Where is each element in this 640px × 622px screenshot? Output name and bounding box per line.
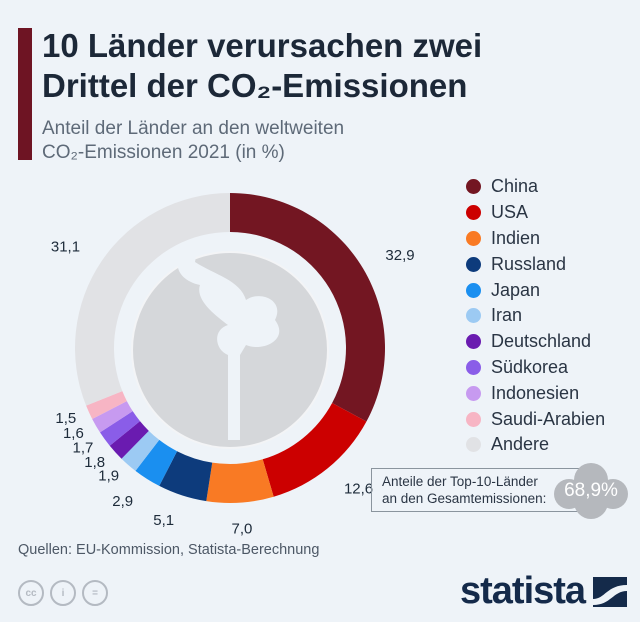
top10-note: Anteile der Top-10-Länder an den Gesamte… (371, 468, 581, 512)
legend-swatch (466, 334, 481, 350)
data-label-andere: 31,1 (51, 239, 80, 256)
data-label-saudi-arabien: 1,5 (55, 410, 76, 427)
slice-indien (206, 459, 274, 503)
legend-item: Saudi-Arabien (466, 406, 605, 432)
donut-chart: 32,9 12,6 7,0 5,1 2,9 1,91,81,71,61,5 31,1 (51, 193, 415, 538)
cloud-icon (554, 463, 628, 519)
license-icons: cc i = (18, 580, 108, 606)
accent-bar (18, 28, 32, 160)
legend-label: USA (491, 202, 529, 223)
title-line-1: 10 Länder verursachen zwei (42, 27, 483, 64)
logo-text: statista (460, 570, 586, 612)
no-derivatives-icon[interactable]: = (82, 580, 108, 606)
subtitle-line-2: CO₂-Emissionen 2021 (in %) (42, 142, 285, 163)
note-line-1: Anteile der Top-10-Länder (382, 474, 538, 489)
legend-item: Iran (466, 303, 605, 329)
legend-swatch (466, 385, 481, 401)
legend-item: Deutschland (466, 329, 605, 355)
slice-saudi-arabien (86, 391, 127, 419)
cloud-badge: 68,9% (553, 462, 629, 520)
subtitle: Anteil der Länder an den weltweiten CO₂-… (42, 117, 344, 165)
legend-label: Japan (491, 279, 541, 300)
legend-item: Indonesien (466, 380, 605, 406)
legend-swatch (466, 179, 481, 195)
slice-indonesien (92, 401, 133, 433)
legend-item: Russland (466, 251, 605, 277)
legend-swatch (466, 256, 481, 272)
slice-japan (135, 439, 178, 486)
data-label-china: 32,9 (385, 247, 414, 264)
legend-swatch (466, 205, 481, 221)
data-label-indonesien: 1,6 (63, 425, 84, 442)
legend-swatch (466, 282, 481, 298)
legend-swatch (466, 437, 481, 453)
statista-logo[interactable]: statista (460, 570, 628, 613)
legend-swatch (466, 308, 481, 324)
slice-russland (159, 451, 213, 502)
data-label-indien: 7,0 (231, 521, 252, 538)
note-line-2: an den Gesamtemissionen: (382, 491, 547, 506)
data-label-iran: 1,9 (98, 468, 119, 485)
page-title: 10 Länder verursachen zwei Drittel der C… (42, 26, 622, 106)
slice-iran (121, 430, 160, 471)
data-label-deutschland: 1,8 (84, 454, 105, 471)
top10-value: 68,9% (564, 480, 618, 501)
slice-südkorea (100, 411, 140, 446)
legend-label: Deutschland (491, 331, 592, 352)
slice-andere (74, 193, 230, 406)
title-line-2: Drittel der CO₂-Emissionen (42, 67, 468, 104)
legend-label: Andere (491, 434, 550, 455)
legend-label: China (491, 176, 539, 197)
legend-item: Südkorea (466, 355, 605, 381)
legend-label: Indien (491, 227, 541, 248)
statista-logo-icon (593, 576, 628, 607)
data-label-usa: 12,6 (344, 481, 373, 498)
center-illustration-factory-icon (131, 247, 329, 449)
slice-deutschland (109, 421, 149, 459)
legend-item: Japan (466, 277, 605, 303)
legend-swatch (466, 411, 481, 427)
legend-label: Indonesien (491, 382, 580, 403)
slice-usa (262, 403, 367, 497)
data-label-japan: 2,9 (112, 493, 133, 510)
legend: China USA Indien Russland Japan Iran Deutschla… (466, 174, 605, 458)
legend-item: USA (466, 200, 605, 226)
cc-icon[interactable]: cc (18, 580, 44, 606)
legend-item: China (466, 174, 605, 200)
data-label-russland: 5,1 (153, 512, 174, 529)
legend-label: Saudi-Arabien (491, 408, 606, 429)
legend-swatch (466, 359, 481, 375)
legend-label: Russland (491, 253, 567, 274)
source-text: Quellen: EU-Kommission, Statista-Berechn… (18, 542, 320, 558)
legend-label: Iran (491, 305, 523, 326)
subtitle-line-1: Anteil der Länder an den weltweiten (42, 118, 345, 139)
slice-china (230, 193, 386, 422)
data-label-südkorea: 1,7 (73, 439, 94, 456)
legend-label: Südkorea (491, 356, 569, 377)
legend-swatch (466, 230, 481, 246)
attribution-icon[interactable]: i (50, 580, 76, 606)
legend-item: Andere (466, 432, 605, 458)
legend-item: Indien (466, 226, 605, 252)
